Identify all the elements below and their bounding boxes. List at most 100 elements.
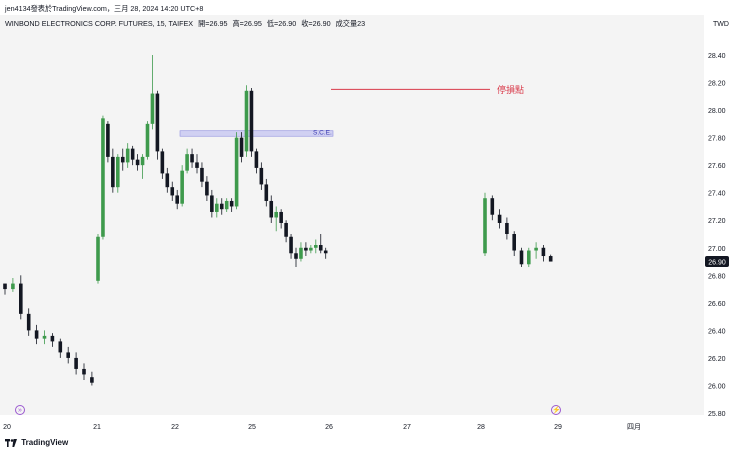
candle-body (254, 151, 259, 168)
candle-body (106, 123, 110, 157)
x-tick-label: 四月 (627, 423, 641, 431)
candle-body (200, 167, 204, 182)
candle-body (195, 162, 199, 168)
open-value: 開=26.95 (198, 19, 228, 28)
candle-body (90, 377, 94, 383)
tradingview-logo-icon (5, 438, 17, 447)
y-tick-label: 26.20 (708, 356, 726, 363)
candle-body (239, 137, 244, 157)
candle-body (180, 170, 184, 204)
y-tick-label: 28.20 (708, 81, 726, 88)
candle-body (96, 236, 100, 281)
candle-body (26, 313, 31, 331)
candle-body (505, 222, 509, 234)
candle-body (318, 245, 323, 251)
candle-body (490, 198, 495, 215)
candle-body (205, 181, 209, 196)
stop-loss-label: 停損點 (497, 84, 524, 96)
y-tick-label: 27.40 (708, 191, 726, 198)
candle-body (279, 211, 283, 223)
symbol-legend: WINBOND ELECTRONICS CORP. FUTURES, 15, T… (5, 19, 368, 29)
candle-body (42, 335, 47, 339)
y-tick-label: 27.80 (708, 136, 726, 143)
candle-body (190, 154, 194, 163)
y-tick-label: 26.60 (708, 301, 726, 308)
candle-body (289, 236, 293, 254)
candle-body (483, 198, 487, 254)
candle-body (160, 151, 165, 174)
x-tick-label: 26 (325, 424, 333, 431)
x-tick-label: 27 (403, 424, 411, 431)
x-tick-label: 22 (171, 424, 179, 431)
candle-body (66, 352, 70, 358)
candle-body (259, 167, 264, 185)
x-tick-label: 25 (248, 424, 256, 431)
candle-body (294, 253, 298, 259)
candle-body (58, 341, 63, 353)
x-tick-label: 28 (477, 424, 485, 431)
candle-body (224, 200, 229, 210)
candle-body (3, 283, 7, 290)
y-tick-label: 28.00 (708, 108, 726, 115)
y-tick-label: 26.00 (708, 383, 726, 390)
candle-body (274, 211, 278, 218)
candle-body (527, 250, 531, 265)
sce-zone-label: S.C.E. (313, 130, 332, 137)
y-tick-label: 28.40 (708, 53, 726, 60)
y-tick-label: 26.80 (708, 273, 726, 280)
candle-body (534, 247, 538, 251)
last-price-tag (705, 256, 729, 268)
candle-body (145, 123, 150, 157)
y-tick-label: 26.40 (708, 328, 726, 335)
candle-body (175, 195, 179, 204)
last-price-value: 26.90 (708, 260, 726, 267)
lightning-icon[interactable]: ⚡ (551, 405, 561, 415)
candle-body (135, 159, 140, 166)
candle-body (125, 148, 130, 163)
y-tick-label: 27.60 (708, 163, 726, 170)
candle-body (264, 184, 269, 201)
candle-body (165, 173, 170, 188)
high-value: 高=26.95 (232, 19, 262, 28)
low-value: 低=26.90 (266, 19, 297, 28)
candle-body (229, 200, 234, 207)
chart-area[interactable] (0, 15, 704, 415)
close-value: 收=26.90 (301, 19, 331, 28)
candle-body (82, 368, 86, 375)
candle-body (314, 245, 318, 248)
candle-body (284, 222, 288, 237)
candle-body (219, 203, 224, 210)
candle-body (249, 90, 254, 152)
candle-body (170, 187, 175, 196)
candle-body (185, 154, 189, 171)
x-tick-label: 20 (3, 424, 11, 431)
candle-body (140, 156, 145, 166)
candle-body (548, 256, 553, 262)
tradingview-footer: TradingView (5, 438, 68, 447)
x-tick-label: 21 (93, 424, 101, 431)
x-tick-label: 29 (554, 424, 562, 431)
candle-body (309, 247, 313, 251)
candle-body (541, 247, 546, 257)
candle-body (150, 93, 155, 124)
candle-body (130, 148, 135, 160)
candle-body (234, 137, 239, 207)
candle-body (19, 283, 23, 314)
candle-body (101, 118, 105, 237)
candle-body (215, 203, 219, 212)
candle-body (299, 247, 303, 259)
volume-value: 成交量23 (335, 19, 366, 28)
currency-label[interactable]: TWD (713, 21, 729, 28)
candle-body (323, 250, 328, 254)
candle-body (497, 214, 502, 223)
symbol-name: WINBOND ELECTRONICS CORP. FUTURES, 15, T… (5, 19, 194, 28)
y-tick-label: 27.20 (708, 218, 726, 225)
candle-body (304, 247, 308, 251)
candle-body (74, 357, 78, 369)
candle-body (11, 283, 15, 290)
candle-body (155, 93, 160, 152)
session-events-icon[interactable]: » (15, 405, 25, 415)
y-tick-label: 27.00 (708, 246, 726, 253)
candle-body (269, 200, 274, 218)
